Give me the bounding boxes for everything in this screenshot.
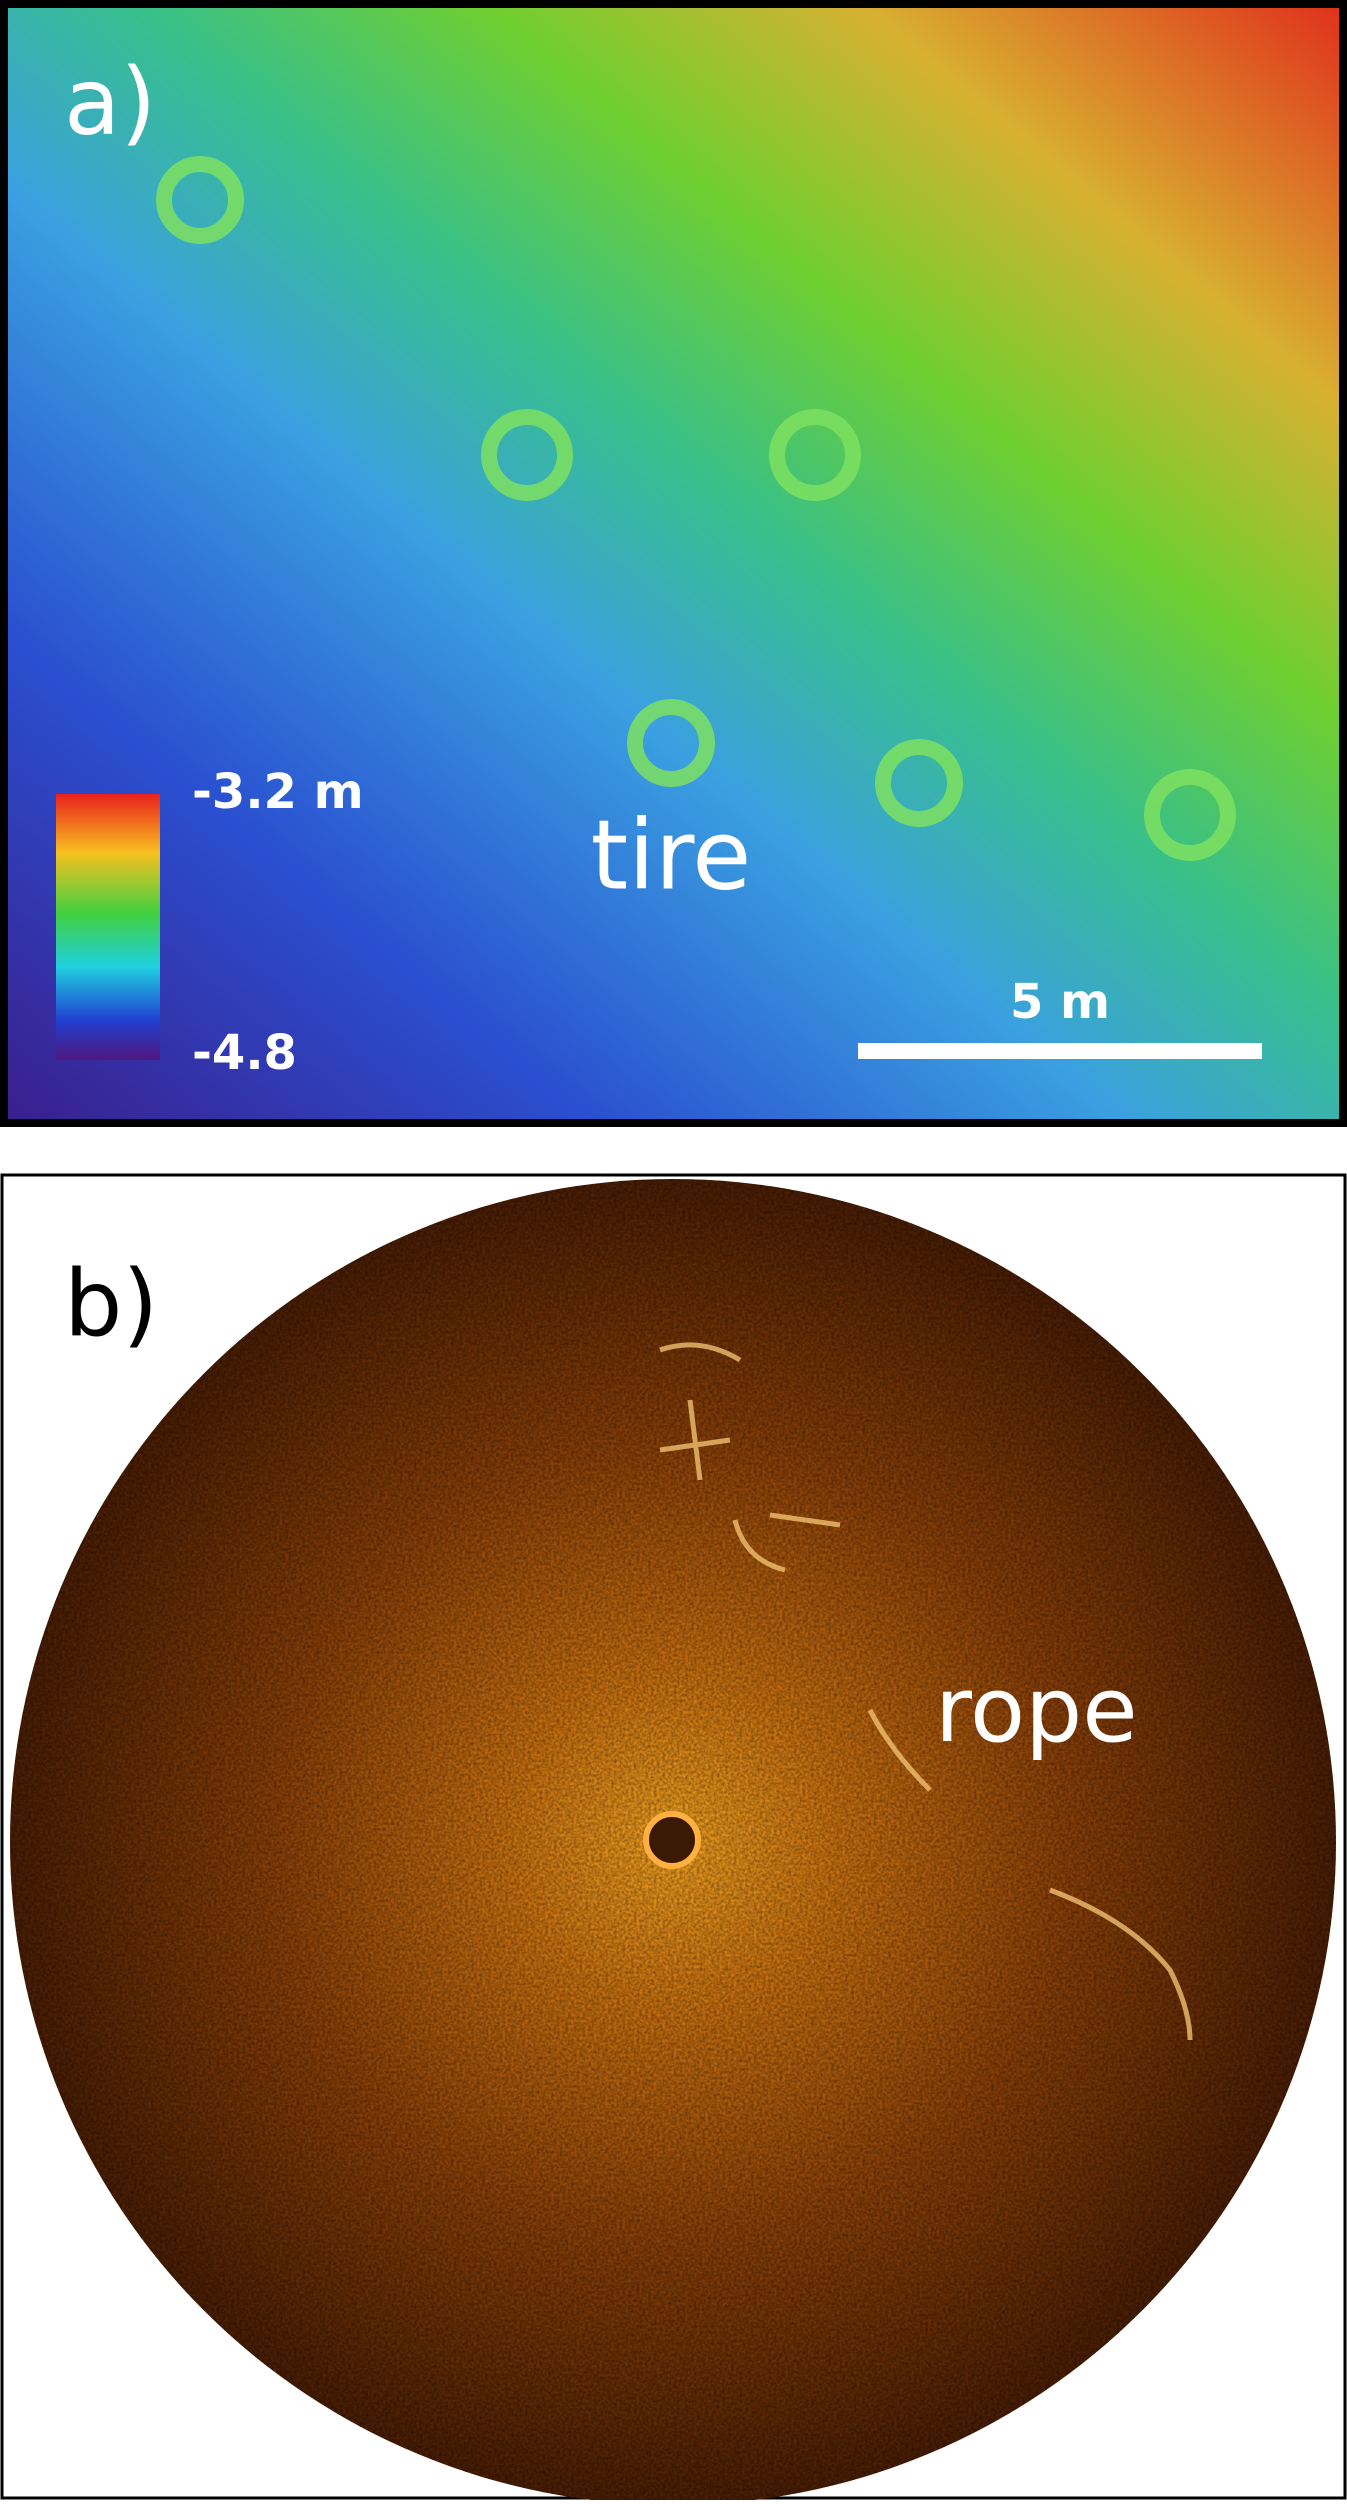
tire (1144, 769, 1236, 861)
scale-bar (858, 1043, 1262, 1059)
colorbar (56, 794, 160, 1060)
rope (659, 1399, 731, 1481)
scale-bar-label: 5 m (1010, 974, 1110, 1030)
tire (769, 409, 861, 501)
rope-features (659, 1342, 1193, 2041)
tire (481, 409, 573, 501)
colorbar-min-label: -4.8 (192, 1025, 297, 1081)
rope (867, 1708, 932, 1792)
panel-b: b) rope (0, 1173, 1347, 2504)
rope (732, 1512, 841, 1573)
panel-a: a) -3.2 m -4.8 tire 5 m (0, 0, 1347, 1127)
panel-label: a) (64, 48, 156, 155)
colorbar-max-label: -3.2 m (192, 764, 364, 820)
rope (1049, 1887, 1193, 2041)
tire-annotation: tire (591, 799, 752, 911)
sonar-center (643, 1811, 701, 1869)
tire (875, 739, 963, 827)
tire (627, 699, 715, 787)
panel-label: b) (64, 1250, 158, 1357)
tire (156, 156, 244, 244)
tire-rings (156, 156, 1236, 861)
rope (659, 1342, 742, 1363)
rope-annotation: rope (935, 1658, 1138, 1763)
